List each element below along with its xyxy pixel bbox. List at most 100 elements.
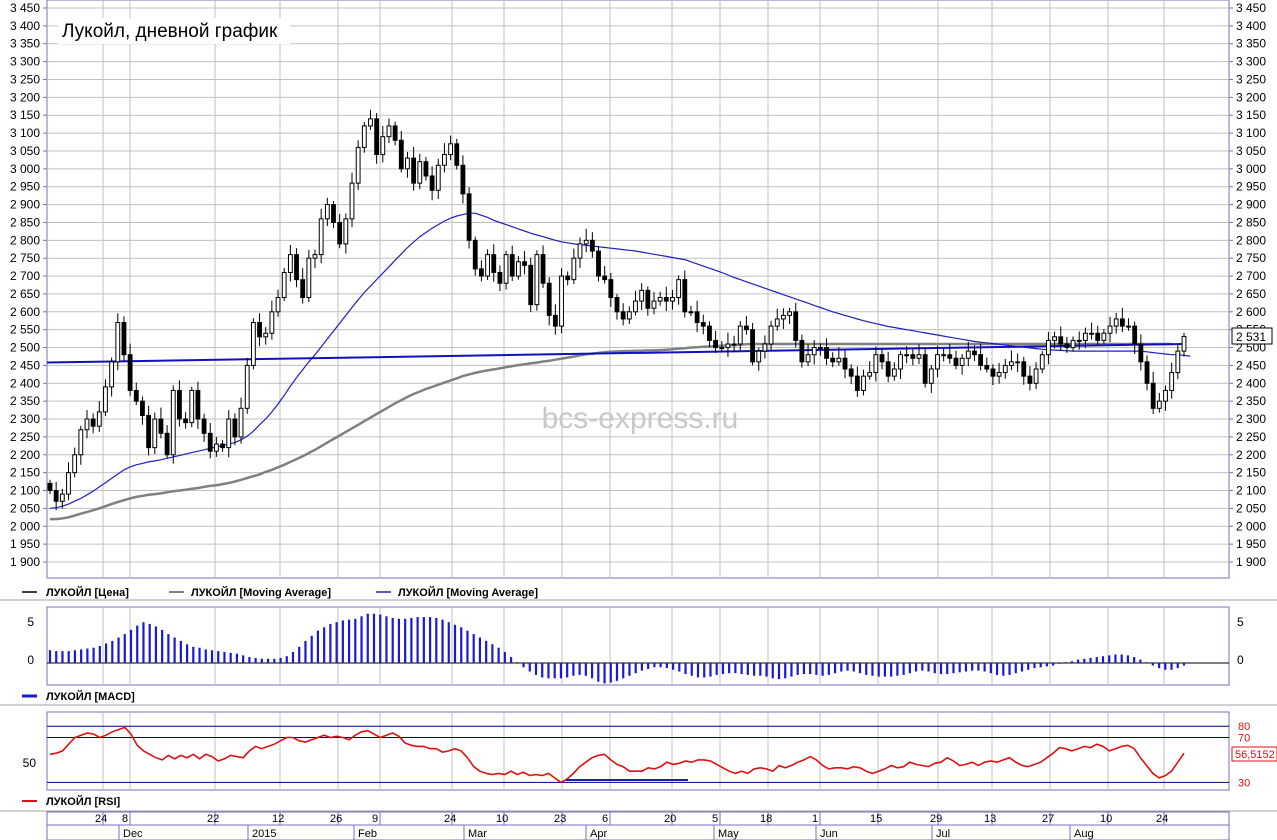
candle-body bbox=[300, 279, 306, 299]
macd-bar bbox=[73, 650, 77, 663]
candle bbox=[170, 385, 176, 464]
candle bbox=[534, 250, 540, 311]
candle bbox=[1169, 362, 1175, 399]
macd-bar bbox=[553, 663, 556, 679]
candle bbox=[676, 275, 682, 305]
sma-50-line bbox=[49, 212, 1191, 509]
macd-bar bbox=[728, 663, 731, 674]
candle bbox=[602, 266, 608, 284]
macd-bar bbox=[335, 622, 338, 663]
time-axis: 24 8 22 12 26 9 24 10 23 6 20 5 18 1 15 29 13 27 10 24 Dec 2… bbox=[46, 811, 1230, 840]
candle-body bbox=[756, 350, 762, 363]
candle-body bbox=[213, 443, 219, 452]
candle bbox=[201, 413, 207, 442]
candle-body bbox=[140, 400, 145, 416]
candle bbox=[133, 382, 139, 406]
candle bbox=[435, 158, 441, 199]
macd-bar bbox=[852, 663, 855, 672]
candle-body bbox=[1119, 318, 1125, 327]
candle bbox=[1009, 350, 1014, 371]
macd-bar bbox=[784, 663, 787, 679]
candle-body bbox=[811, 347, 817, 356]
macd-bar bbox=[590, 663, 594, 679]
candle-body bbox=[1132, 325, 1138, 345]
time-axis-months: Dec 2015 Feb Mar Apr May Jun Jul Aug bbox=[118, 825, 1094, 840]
macd-bar bbox=[946, 663, 949, 675]
candle-body bbox=[103, 386, 108, 413]
price-tick-label: 2 100 bbox=[10, 484, 40, 498]
macd-bar bbox=[989, 663, 992, 674]
macd-bar bbox=[609, 663, 612, 683]
macd-bar bbox=[846, 663, 849, 671]
price-tick-label: 3 300 bbox=[1236, 55, 1266, 69]
day-label: 24 bbox=[95, 813, 107, 825]
candle bbox=[885, 351, 891, 383]
time-axis-days: 24 8 22 12 26 9 24 10 23 6 20 5 18 1 15 29 13 27 10 24 bbox=[95, 812, 1168, 825]
price-tick-label: 2 800 bbox=[10, 233, 40, 247]
day-label: 10 bbox=[1100, 813, 1112, 825]
candle-body bbox=[965, 350, 971, 359]
candle bbox=[1156, 392, 1162, 413]
candle-body bbox=[941, 354, 947, 357]
macd-bar bbox=[1076, 659, 1080, 663]
candle-body bbox=[719, 347, 725, 350]
candle-body bbox=[133, 389, 139, 402]
month-label: Jul bbox=[936, 828, 950, 840]
candle-body bbox=[66, 472, 71, 495]
candle-body bbox=[620, 311, 626, 320]
candle-body bbox=[84, 418, 90, 431]
day-label: 6 bbox=[602, 813, 608, 825]
macd-bar bbox=[908, 663, 911, 674]
macd-bar bbox=[67, 651, 70, 663]
candle bbox=[1113, 312, 1119, 334]
candle-body bbox=[602, 275, 608, 281]
candle-body bbox=[177, 389, 182, 420]
candle-body bbox=[583, 239, 589, 245]
candle-body bbox=[904, 354, 910, 357]
candle bbox=[503, 250, 509, 290]
candle-body bbox=[910, 354, 916, 359]
candle-body bbox=[824, 347, 829, 359]
candle-body bbox=[836, 357, 842, 363]
candle-body bbox=[682, 279, 688, 313]
candle-body bbox=[842, 357, 848, 370]
candle-body bbox=[552, 314, 558, 327]
macd-bar bbox=[1133, 657, 1136, 663]
macd-bar bbox=[304, 640, 307, 663]
candle-body bbox=[922, 354, 928, 384]
candle-body bbox=[374, 118, 380, 156]
candle bbox=[195, 381, 201, 430]
candle bbox=[947, 343, 953, 364]
candle bbox=[793, 302, 799, 348]
candle-body bbox=[318, 218, 324, 256]
candle bbox=[1064, 336, 1070, 353]
candle bbox=[158, 407, 164, 439]
macd-bar bbox=[740, 663, 743, 675]
price-tick-label: 3 350 bbox=[10, 37, 40, 51]
legend-label-macd: ЛУКОЙЛ [MACD] bbox=[46, 690, 135, 703]
candle-body bbox=[485, 254, 490, 277]
candle bbox=[515, 256, 521, 280]
candle bbox=[873, 346, 879, 382]
candle-body bbox=[559, 275, 564, 327]
price-tick-label: 3 200 bbox=[1236, 90, 1266, 104]
candle bbox=[762, 335, 768, 359]
candle bbox=[750, 322, 755, 366]
candle bbox=[103, 379, 108, 417]
macd-bar bbox=[254, 657, 257, 663]
macd-bar bbox=[541, 663, 544, 678]
candle-body bbox=[565, 275, 571, 281]
candle bbox=[774, 308, 780, 331]
candle bbox=[953, 350, 959, 370]
candle bbox=[596, 246, 601, 282]
candle bbox=[368, 109, 373, 130]
price-legend: ЛУКОЙЛ [Цена] ЛУКОЙЛ [Moving Average] ЛУ… bbox=[0, 586, 1277, 601]
candle-body bbox=[589, 239, 595, 252]
candle-body bbox=[540, 254, 546, 284]
price-tick-label: 3 000 bbox=[10, 162, 40, 176]
candle-body bbox=[349, 182, 355, 220]
candle bbox=[1052, 331, 1057, 349]
macd-bar bbox=[291, 651, 295, 663]
macd-bar bbox=[516, 662, 519, 663]
candle-body bbox=[707, 325, 712, 341]
